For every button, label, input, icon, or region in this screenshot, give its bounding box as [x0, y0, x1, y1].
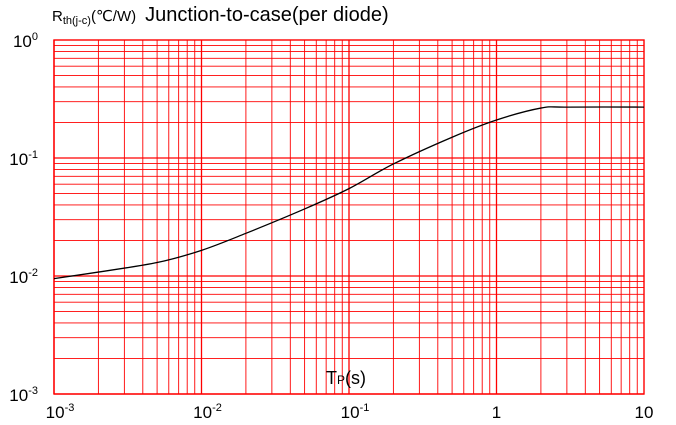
x-tick-labels: 10-3 10-2 10-1 1 10 — [46, 402, 654, 422]
series-line — [53, 106, 645, 280]
x-tick-label: 10-2 — [193, 402, 222, 422]
y-tick-labels: 100 10-1 10-2 10-3 — [9, 31, 38, 405]
x-tick-label: 10 — [635, 403, 654, 422]
chart-header: Rth(j-c)(℃/W) Junction-to-case(per diode… — [52, 4, 389, 32]
y-tick-label: 100 — [13, 31, 38, 51]
plot-frame — [53, 39, 645, 395]
x-tick-label: 10-1 — [341, 402, 370, 422]
y-axis-label: R — [52, 8, 63, 25]
y-axis-unit: (℃/W) — [90, 8, 137, 25]
x-axis-label-main: T — [326, 368, 337, 388]
x-axis-label: TP(s) — [326, 368, 366, 389]
y-tick-label: 10-2 — [9, 267, 38, 287]
grid — [53, 40, 644, 395]
y-tick-label: 10-3 — [9, 385, 38, 405]
x-axis-label-subscript: P — [337, 373, 346, 387]
y-tick-label: 10-1 — [9, 149, 38, 169]
x-tick-label: 1 — [492, 403, 501, 422]
chart-title: Junction-to-case(per diode) — [145, 4, 389, 26]
x-axis-unit: (s) — [345, 368, 367, 388]
x-tick-label: 10-3 — [46, 402, 75, 422]
y-axis-label-subscript: th(j-c) — [62, 15, 91, 27]
